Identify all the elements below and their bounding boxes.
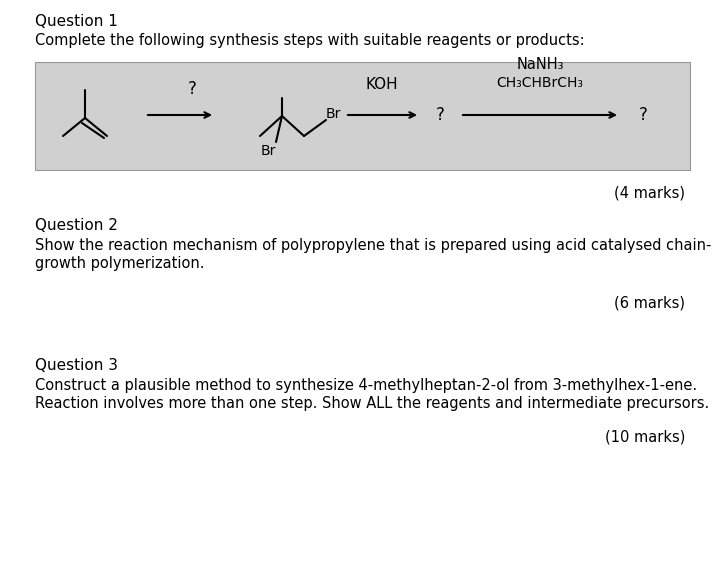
Text: ?: ? — [188, 80, 197, 98]
Text: CH₃CHBrCH₃: CH₃CHBrCH₃ — [497, 76, 583, 90]
Text: Show the reaction mechanism of polypropylene that is prepared using acid catalys: Show the reaction mechanism of polypropy… — [35, 238, 711, 253]
Text: Complete the following synthesis steps with suitable reagents or products:: Complete the following synthesis steps w… — [35, 33, 585, 48]
Text: (6 marks): (6 marks) — [614, 295, 685, 310]
Text: (4 marks): (4 marks) — [614, 185, 685, 200]
Text: ?: ? — [639, 106, 647, 124]
Text: KOH: KOH — [366, 77, 398, 92]
Bar — [35, 62, 690, 170]
Text: Question 3: Question 3 — [35, 358, 118, 373]
Text: Br: Br — [261, 144, 276, 158]
Text: (10 marks): (10 marks) — [605, 430, 685, 445]
Text: Question 1: Question 1 — [35, 14, 118, 29]
Text: ?: ? — [436, 106, 444, 124]
Text: Reaction involves more than one step. Show ALL the reagents and intermediate pre: Reaction involves more than one step. Sh… — [35, 396, 709, 411]
Text: growth polymerization.: growth polymerization. — [35, 256, 204, 271]
Text: Construct a plausible method to synthesize 4-methylheptan-2-ol from 3-methylhex-: Construct a plausible method to synthesi… — [35, 378, 697, 393]
Text: Question 2: Question 2 — [35, 218, 118, 233]
Text: Br: Br — [326, 107, 341, 121]
Text: NaNH₃: NaNH₃ — [516, 57, 564, 72]
